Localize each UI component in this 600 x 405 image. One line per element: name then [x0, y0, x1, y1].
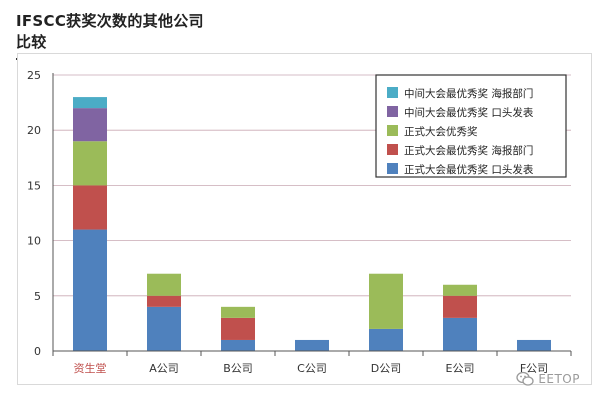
bar-segment-1 — [443, 317, 477, 351]
bar-segment-2 — [73, 185, 107, 230]
bar-segment-3 — [147, 273, 181, 296]
axis-layer: 0 5 10 15 20 25 资生堂 A公司 B公司 C公司 D公司 E公司 F公司 — [27, 69, 572, 375]
legend-box — [375, 74, 567, 178]
legend-label: 正式大会优秀奖 — [404, 125, 478, 138]
x-tick-label: A公司 — [149, 362, 179, 375]
legend-label: 中间大会最优秀奖 海报部门 — [404, 87, 533, 100]
stacked-bar-chart: 0 5 10 15 20 25 资生堂 A公司 B公司 C公司 D公司 E公司 F公司 中间大会最优秀奖… — [27, 69, 572, 375]
chart-frame: 0 5 10 15 20 25 资生堂 A公司 B公司 C公司 D公司 E公司 F公司 中间大会最优秀奖… — [17, 53, 592, 385]
bar-segment-3 — [221, 306, 255, 318]
legend-swatch — [387, 144, 398, 155]
y-tick-label: 20 — [27, 124, 41, 137]
watermark: EETOP — [516, 371, 580, 387]
y-tick-label: 25 — [27, 69, 41, 82]
x-tick-label: E公司 — [446, 362, 475, 375]
y-tick-label: 5 — [34, 290, 41, 303]
watermark-text: EETOP — [538, 372, 580, 386]
bar-segment-5 — [73, 97, 107, 109]
y-tick-label: 0 — [34, 345, 41, 358]
bar-segment-1 — [517, 339, 551, 351]
legend-swatch — [387, 106, 398, 117]
legend-swatch — [387, 87, 398, 98]
wechat-icon — [516, 371, 534, 386]
bar-segment-3 — [73, 141, 107, 186]
legend-label: 中间大会最优秀奖 口头发表 — [404, 106, 534, 119]
legend-swatch — [387, 163, 398, 174]
bar-segment-2 — [221, 317, 255, 340]
bar-segment-1 — [369, 328, 403, 351]
x-tick-label: 资生堂 — [74, 361, 107, 375]
bar-segment-1 — [221, 339, 255, 351]
x-tick-label: F公司 — [520, 362, 548, 375]
x-tick-label: B公司 — [223, 362, 253, 375]
bar-layer — [73, 97, 551, 351]
bar-segment-1 — [295, 339, 329, 351]
bar-segment-2 — [443, 295, 477, 318]
x-tick-label: D公司 — [371, 362, 401, 375]
bar-segment-1 — [73, 229, 107, 351]
legend-swatch — [387, 125, 398, 136]
bar-segment-2 — [147, 295, 181, 307]
x-tick-label: C公司 — [297, 362, 327, 375]
legend-label: 正式大会最优秀奖 海报部门 — [404, 144, 533, 157]
bar-segment-3 — [369, 273, 403, 329]
y-tick-label: 10 — [27, 235, 41, 248]
y-tick-label: 15 — [27, 179, 41, 192]
bar-segment-3 — [443, 284, 477, 296]
bar-segment-4 — [73, 108, 107, 142]
bar-segment-1 — [147, 306, 181, 351]
legend-label: 正式大会最优秀奖 口头发表 — [404, 163, 534, 176]
